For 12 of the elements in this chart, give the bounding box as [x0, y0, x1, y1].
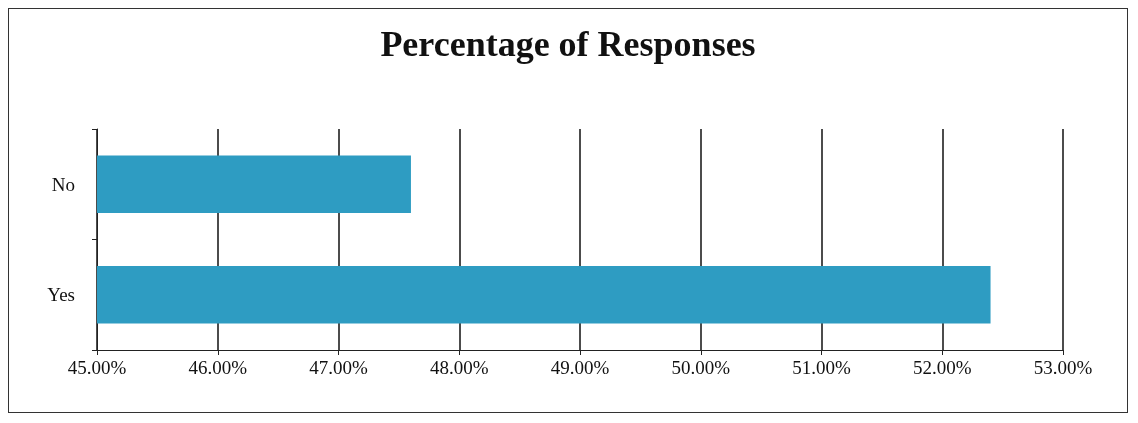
x-tick-label: 45.00%: [67, 357, 127, 378]
x-tick-label: 47.00%: [309, 357, 368, 378]
x-tick-label: 52.00%: [912, 357, 972, 378]
x-tick-label: 51.00%: [792, 357, 851, 378]
x-tick-label: 53.00%: [1033, 357, 1093, 378]
y-tick-label: Yes: [47, 284, 75, 306]
x-tick-label: 48.00%: [429, 357, 489, 378]
x-tick-label: 49.00%: [550, 357, 610, 378]
x-tick-label: 50.00%: [671, 357, 731, 378]
y-tick-label: No: [51, 173, 75, 195]
x-tick-label: 46.00%: [188, 357, 248, 378]
chart-title: Percentage of Responses: [380, 24, 756, 64]
